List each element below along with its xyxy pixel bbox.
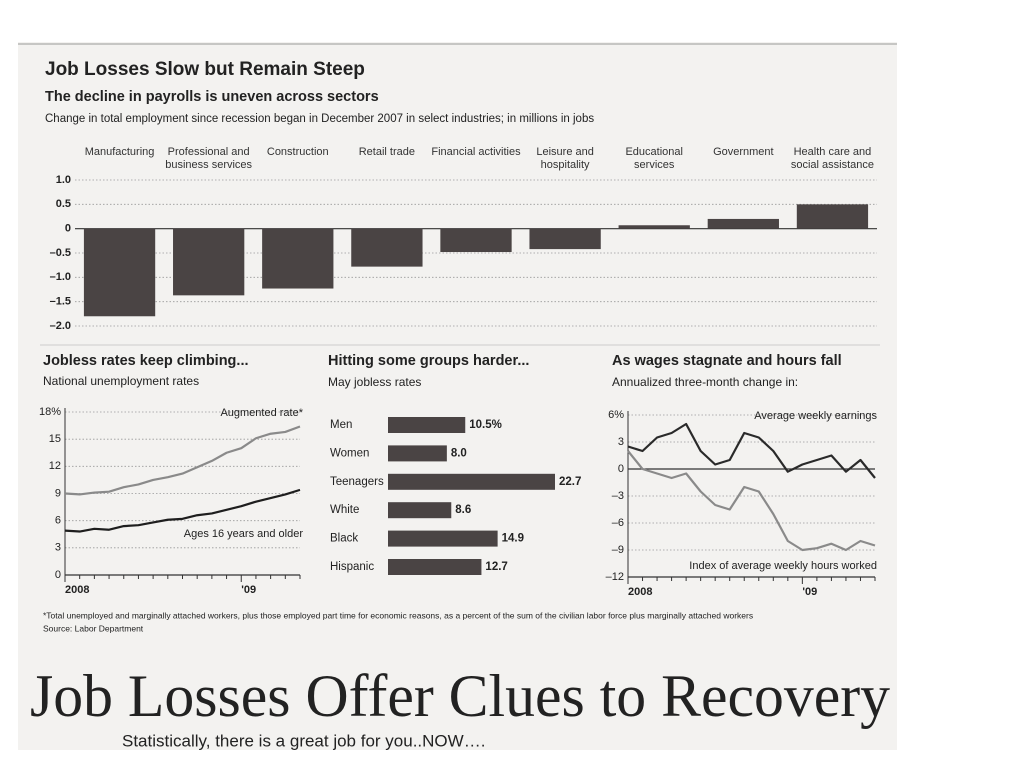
chart-title: Hitting some groups harder... (328, 353, 529, 369)
category-label: Black (330, 533, 358, 545)
y-tick-label: 15 (49, 433, 61, 445)
legend-label: Ages 16 years and older (184, 528, 304, 540)
x-tick-label: Manufacturing (84, 146, 155, 158)
bar (618, 225, 690, 229)
y-tick-label: 9 (55, 487, 61, 499)
chart-title: Job Losses Slow but Remain Steep (45, 59, 365, 80)
chart-description: Change in total employment since recessi… (45, 113, 594, 125)
x-tick-label: 2008 (65, 584, 89, 596)
source: Source: Labor Department (43, 623, 144, 633)
y-tick-label: 0 (65, 223, 71, 235)
x-tick-label-box: Leisure and hospitality (536, 146, 594, 171)
chart-subtitle: Annualized three-month change in: (612, 375, 798, 389)
x-tick-label: Construction (266, 146, 329, 158)
line (64, 488, 301, 533)
category-label: Teenagers (330, 476, 384, 488)
y-tick-label: 18% (39, 406, 61, 418)
bar (388, 530, 498, 547)
x-tick-label: Health care and social assistance (790, 146, 875, 171)
y-tick-label: –2.0 (50, 320, 71, 332)
y-tick-label: 3 (55, 542, 61, 554)
x-tick-label: Financial activities (431, 146, 521, 158)
chart-title: As wages stagnate and hours fall (612, 353, 842, 369)
y-tick-label: 3 (618, 436, 624, 448)
category-label: Men (330, 419, 352, 431)
y-tick-label: 12 (49, 460, 61, 472)
bar (796, 204, 869, 229)
scan-background (18, 42, 897, 750)
bar (83, 228, 156, 317)
bar (388, 559, 482, 575)
bar (388, 417, 466, 433)
line (64, 425, 301, 496)
x-tick-label: Professional and business services (165, 146, 253, 171)
legend-label: Average weekly earnings (754, 410, 877, 422)
value-label: 22.7 (559, 476, 581, 488)
x-tick-label-box: Construction (266, 146, 329, 158)
x-tick-label-box: Health care and social assistance (790, 146, 875, 171)
bar (351, 228, 423, 267)
category-label: White (330, 504, 359, 516)
category-label: Hispanic (330, 561, 374, 573)
legend-label: Augmented rate* (220, 407, 303, 419)
y-tick-label: –0.5 (50, 247, 71, 259)
x-tick-label: '09 (802, 586, 817, 598)
chart-subtitle: National unemployment rates (43, 374, 199, 388)
x-tick-label: Retail trade (358, 146, 415, 158)
bar (529, 228, 601, 250)
chart-title: Jobless rates keep climbing... (43, 353, 249, 369)
chart-subtitle: The decline in payrolls is uneven across… (45, 89, 379, 105)
headline: Job Losses Offer Clues to Recovery (30, 663, 890, 729)
x-tick-label-box: Manufacturing (84, 146, 155, 158)
x-tick-label: Leisure and hospitality (536, 146, 594, 171)
legend-label: Index of average weekly hours worked (689, 560, 877, 572)
line (627, 450, 876, 552)
bar (388, 502, 452, 519)
y-tick-label: –12 (606, 571, 624, 583)
bar (388, 473, 555, 490)
value-label: 8.0 (451, 447, 467, 459)
y-tick-label: –6 (612, 517, 624, 529)
bar (707, 218, 779, 229)
chart-subtitle: May jobless rates (328, 375, 421, 389)
bar (440, 228, 512, 253)
x-tick-label-box: Financial activities (431, 146, 521, 158)
y-tick-label: 0.5 (56, 198, 71, 210)
caption: Statistically, there is a great job for … (122, 731, 485, 750)
value-label: 10.5% (469, 419, 502, 431)
x-tick-label-box: Government (713, 146, 774, 158)
bar (388, 445, 447, 462)
line (627, 422, 876, 479)
value-label: 8.6 (455, 504, 471, 516)
y-tick-label: 0 (618, 463, 624, 475)
y-tick-label: –1.5 (50, 296, 71, 308)
footnote: *Total unemployed and marginally attache… (43, 610, 753, 620)
y-tick-label: 6 (55, 515, 61, 527)
x-tick-label: Government (713, 146, 774, 158)
bar (262, 228, 334, 289)
y-tick-label: 6% (608, 409, 624, 421)
y-tick-label: –3 (612, 490, 624, 502)
value-label: 14.9 (502, 533, 524, 545)
x-tick-label: 2008 (628, 586, 652, 598)
category-label: Women (330, 447, 369, 459)
x-tick-label-box: Professional and business services (165, 146, 253, 171)
x-tick-label: '09 (241, 584, 256, 596)
bar (173, 228, 245, 296)
x-tick-label: Educational services (625, 146, 683, 171)
value-label: 12.7 (485, 561, 507, 573)
y-tick-label: 0 (55, 569, 61, 581)
x-tick-label-box: Educational services (625, 146, 683, 171)
y-tick-label: 1.0 (56, 174, 71, 186)
y-tick-label: –9 (612, 544, 624, 556)
x-tick-label-box: Retail trade (358, 146, 415, 158)
y-tick-label: –1.0 (50, 271, 71, 283)
